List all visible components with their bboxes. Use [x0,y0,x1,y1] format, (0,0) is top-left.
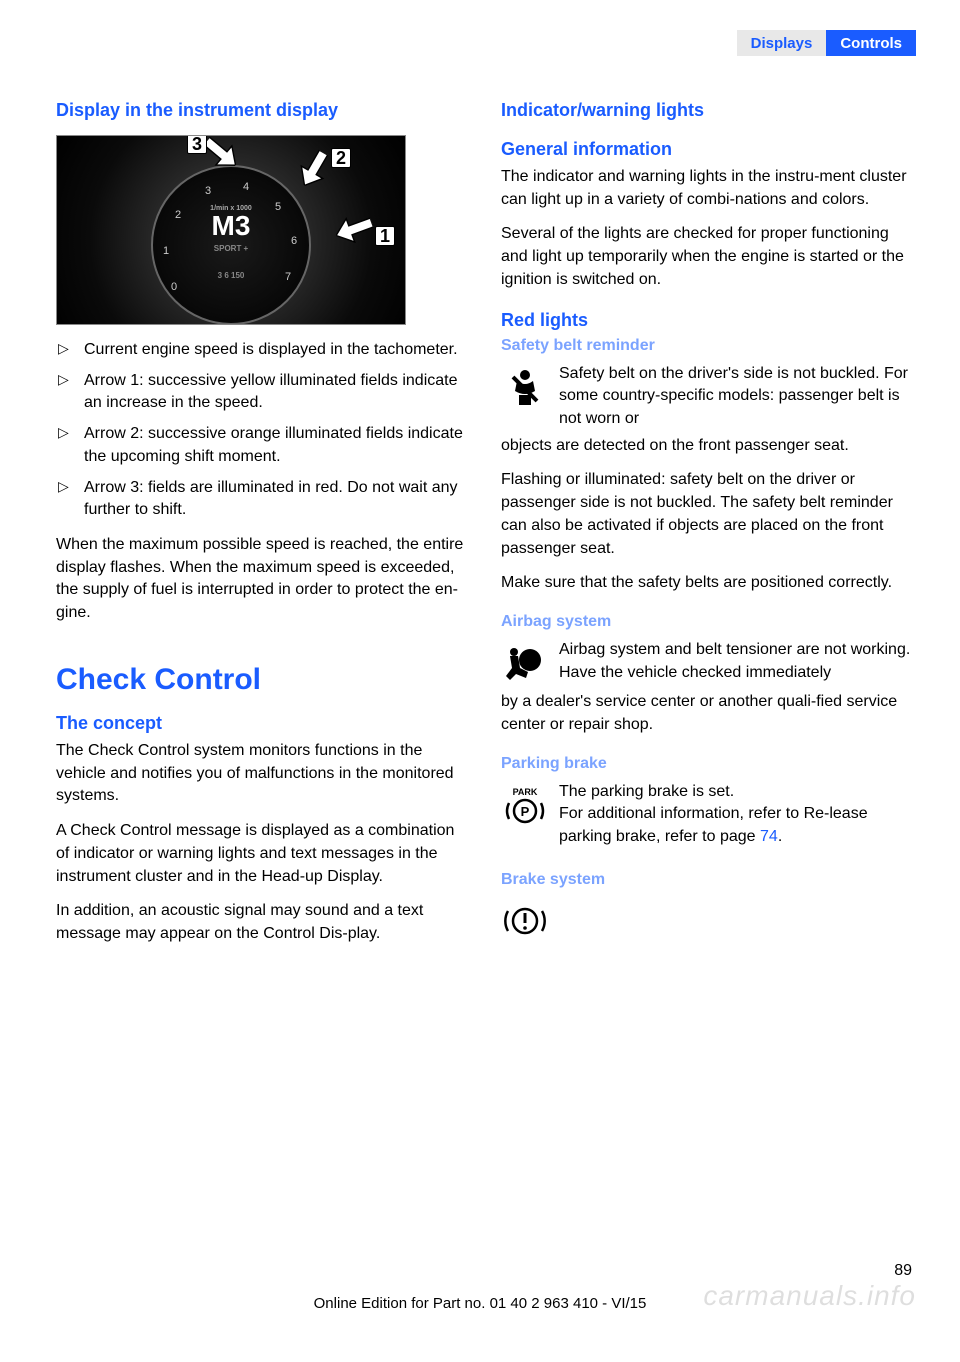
brake-system-text [559,897,916,945]
tacho-bottom-label: 3 6 150 [218,271,245,280]
page-content: Display in the instrument display 0 1 2 … [56,100,916,958]
airbag-text: Airbag system and belt tensioner are not… [559,639,916,687]
tab-displays: Displays [737,30,827,56]
paragraph-concept-3: In addition, an acoustic signal may soun… [56,900,471,945]
tick-5: 5 [275,201,281,213]
parking-brake-icon: PARK P [501,781,549,829]
paragraph-concept-2: A Check Control message is displayed as … [56,820,471,888]
heading-parking-brake: Parking brake [501,755,916,773]
footer-edition-line: Online Edition for Part no. 01 40 2 963 … [0,1295,960,1312]
airbag-block: Airbag system and belt tensioner are not… [501,639,916,687]
heading-airbag: Airbag system [501,613,916,631]
heading-general-info: General information [501,139,916,160]
paragraph-max-speed: When the maximum possible speed is reach… [56,534,471,625]
brake-system-icon [501,897,549,945]
safety-belt-text: Safety belt on the driver's side is not … [559,363,916,431]
paragraph-belt-3: Make sure that the safety belts are posi… [501,572,916,595]
svg-text:PARK: PARK [513,787,538,797]
heading-brake-system: Brake system [501,871,916,889]
tick-1: 1 [163,245,169,257]
tacho-sport-label: SPORT + [210,244,252,253]
parking-brake-block: PARK P The parking brake is set. For add… [501,781,916,849]
airbag-icon [501,639,549,687]
display-bullet-list: Current engine speed is displayed in the… [56,339,471,522]
arrow-1-icon [331,208,377,249]
paragraph-belt-2: Flashing or illuminated: safety belt on … [501,469,916,560]
safety-belt-cont: objects are detected on the front passen… [501,435,916,458]
heading-display-instrument: Display in the instrument display [56,100,471,121]
page-link-74[interactable]: 74 [760,828,778,845]
arrow-2-label: 2 [331,148,351,168]
tick-4: 4 [243,181,249,193]
left-column: Display in the instrument display 0 1 2 … [56,100,471,958]
tachometer-dial: 0 1 2 3 4 5 6 7 1/min x 1000 M3 SPORT + … [151,165,311,325]
page-number: 89 [894,1262,912,1280]
tick-0: 0 [171,281,177,293]
brake-system-block [501,897,916,945]
list-item: Arrow 1: successive yellow illuminated f… [56,370,471,415]
paragraph-general-2: Several of the lights are checked for pr… [501,223,916,291]
airbag-line1: Airbag system and belt tensioner are not… [559,641,910,658]
seatbelt-icon [501,363,549,411]
svg-text:P: P [521,804,530,819]
tab-controls: Controls [826,30,916,56]
header-tabs: Displays Controls [737,30,916,56]
list-item: Current engine speed is displayed in the… [56,339,471,362]
tacho-main-label: M3 [212,210,251,241]
paragraph-concept-1: The Check Control system monitors functi… [56,740,471,808]
list-item: Arrow 2: successive orange illuminated f… [56,423,471,468]
parking-line2a: For additional information, refer to Re‐… [559,805,868,845]
tachometer-figure: 0 1 2 3 4 5 6 7 1/min x 1000 M3 SPORT + … [56,135,406,325]
paragraph-general-1: The indicator and warning lights in the … [501,166,916,211]
heading-the-concept: The concept [56,713,471,734]
paragraph-airbag-2: by a dealer's service center or another … [501,691,916,736]
parking-brake-text: The parking brake is set. For additional… [559,781,916,849]
airbag-line2: Have the vehicle checked immediately [559,664,831,681]
tick-2: 2 [175,209,181,221]
heading-red-lights: Red lights [501,310,916,331]
parking-line2b: . [778,828,782,845]
arrow-1-label: 1 [375,226,395,246]
arrow-2-icon [292,145,337,193]
safety-belt-block: Safety belt on the driver's side is not … [501,363,916,431]
heading-check-control: Check Control [56,663,471,697]
tick-7: 7 [285,271,291,283]
tick-3: 3 [205,185,211,197]
heading-indicator-warning: Indicator/warning lights [501,100,916,121]
tachometer-center: 1/min x 1000 M3 SPORT + 3 6 150 [210,205,252,285]
tick-6: 6 [291,235,297,247]
right-column: Indicator/warning lights General informa… [501,100,916,958]
heading-safety-belt: Safety belt reminder [501,337,916,355]
arrow-3-label: 3 [187,135,207,154]
parking-line1: The parking brake is set. [559,783,734,800]
list-item: Arrow 3: fields are illuminated in red. … [56,477,471,522]
